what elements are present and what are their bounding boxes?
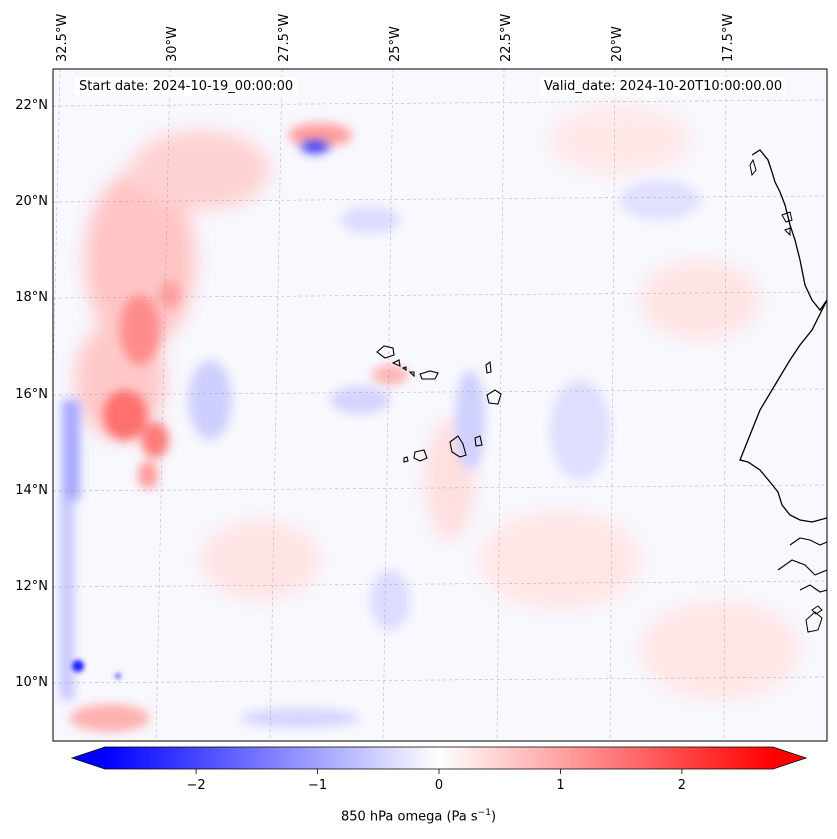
- lat-tick-16n: 16°N: [15, 387, 48, 402]
- lat-tick-10n: 10°N: [15, 675, 48, 690]
- colorbar-tick-label: 1: [556, 778, 565, 793]
- colorbar-tick-label: 2: [677, 778, 687, 793]
- colorbar-tick-label: −2: [186, 778, 206, 793]
- colorbar-tick-label: −1: [307, 778, 328, 793]
- negative-omega-areas: [60, 141, 700, 728]
- colorbar-body: [105, 747, 773, 769]
- colorbar-tick-label: 0: [434, 778, 444, 793]
- colorbar: [70, 746, 808, 774]
- colorbar-title: 850 hPa omega (Pa s−1): [340, 808, 497, 825]
- lat-tick-20n: 20°N: [15, 194, 48, 209]
- valid-date-label: Valid_date: 2024-10-20T10:00:00.00: [540, 77, 787, 96]
- cape-verde-islands: [376, 345, 502, 463]
- lat-tick-14n: 14°N: [15, 483, 48, 498]
- colorbar-min-extend: [72, 747, 105, 769]
- colorbar-max-extend: [773, 747, 806, 769]
- lat-tick-12n: 12°N: [15, 579, 48, 594]
- northwest-africa-coastline: [751, 149, 827, 312]
- lat-tick-22n: 22°N: [15, 98, 48, 113]
- start-date-label: Start date: 2024-10-19_00:00:00: [75, 77, 298, 96]
- omega-field: [53, 69, 827, 741]
- lat-tick-18n: 18°N: [15, 290, 48, 305]
- map-frame: [52, 68, 828, 742]
- africa-coastline: [739, 299, 827, 523]
- graticule: [53, 69, 827, 741]
